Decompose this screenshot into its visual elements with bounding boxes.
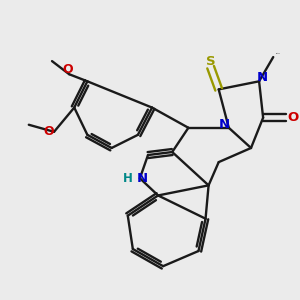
Text: N: N	[257, 71, 268, 84]
Text: O: O	[62, 63, 73, 76]
Text: S: S	[206, 55, 215, 68]
Text: O: O	[44, 125, 54, 138]
Text: N: N	[219, 118, 230, 131]
Text: methyl: methyl	[276, 53, 281, 54]
Text: O: O	[288, 111, 299, 124]
Text: H: H	[123, 172, 133, 185]
Text: N: N	[136, 172, 148, 185]
